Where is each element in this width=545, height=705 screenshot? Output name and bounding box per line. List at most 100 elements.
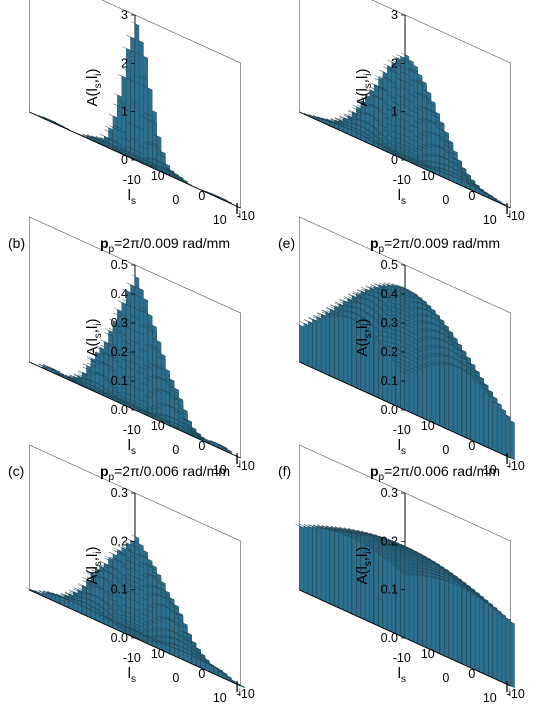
bar-side	[312, 319, 317, 370]
bar-top	[100, 139, 109, 143]
bar-top	[38, 115, 47, 120]
bar-top	[326, 119, 335, 124]
bar-top	[82, 133, 91, 138]
bar-top	[117, 74, 126, 79]
bar-top	[148, 157, 157, 161]
bar-top	[126, 78, 135, 83]
bar-top	[60, 125, 69, 130]
bar-top	[95, 140, 104, 145]
z-tick-label: 0	[391, 153, 398, 167]
bar-top	[201, 189, 210, 194]
ls-tick-label: 10	[213, 213, 227, 227]
bar-top	[108, 144, 118, 149]
bar-top	[174, 175, 184, 180]
bar-top	[157, 149, 166, 154]
bar-top	[157, 153, 166, 158]
front-edge-ls	[134, 159, 241, 209]
z-tick-label: 1	[391, 105, 398, 119]
bar-top	[330, 118, 339, 123]
bar-top	[38, 115, 47, 119]
ls-axis-label: ls	[128, 437, 136, 457]
li-axis-label: li	[235, 201, 241, 221]
z-tick-label: 0.0	[111, 403, 128, 417]
front-edge-ls	[134, 409, 241, 459]
z-tick-label: 0.4	[111, 287, 128, 301]
bar-top	[144, 159, 153, 164]
ls-axis-label: ls	[128, 187, 136, 207]
bar-top	[174, 174, 184, 179]
bar-top	[113, 147, 122, 152]
panel-label: (b)	[8, 235, 25, 251]
bar-top	[104, 129, 113, 134]
bar-top	[135, 157, 144, 162]
bar-top	[148, 163, 157, 168]
bar-top	[343, 113, 352, 118]
bar-top	[139, 158, 148, 163]
bar-top	[148, 164, 157, 169]
z-tick-label: 3	[391, 8, 398, 22]
bar-top	[223, 199, 232, 204]
bar-top	[104, 142, 113, 147]
bar-top	[86, 136, 96, 141]
bar-top	[312, 115, 322, 120]
bar-top	[144, 112, 153, 117]
bar-top	[91, 138, 100, 143]
bar-top	[86, 135, 96, 140]
bar-top	[157, 166, 166, 171]
bar-top	[330, 120, 339, 125]
bar-top	[113, 103, 122, 108]
bar-top	[100, 143, 109, 147]
ls-tick-label: 0	[172, 443, 179, 457]
bar-top	[330, 121, 339, 126]
z-tick-label: 0.2	[111, 345, 128, 359]
bar-top	[91, 136, 100, 141]
bar-top	[179, 178, 188, 183]
bar-top	[339, 124, 348, 129]
bar-top	[161, 170, 170, 175]
bar-top	[117, 129, 126, 134]
bar-top	[144, 163, 153, 168]
ls-tick-label: 0	[442, 193, 449, 207]
bar-top	[152, 158, 162, 163]
front-edge-li	[29, 111, 136, 161]
bar-top	[130, 50, 140, 55]
bar-top	[56, 123, 65, 127]
bar-top	[321, 117, 330, 122]
bar-top	[304, 113, 313, 118]
ls-tick-label: -10	[123, 173, 141, 187]
bar-top	[179, 177, 188, 182]
bar-side	[338, 315, 344, 382]
bar-top	[334, 121, 344, 126]
bar-top	[339, 122, 348, 127]
bar-top	[339, 117, 348, 122]
z-tick-label: 2	[121, 56, 128, 70]
bar-top	[144, 162, 153, 167]
bar-top	[95, 141, 104, 146]
bar-top	[100, 134, 109, 139]
bar-top	[108, 114, 118, 118]
bar-top	[308, 114, 317, 119]
bar-side	[330, 315, 335, 378]
bar-top	[148, 161, 157, 166]
bar-top	[321, 118, 330, 123]
bar-top	[317, 117, 326, 121]
z-tick-label: 0.5	[111, 258, 128, 272]
bar-top	[334, 119, 344, 124]
bar-top	[326, 119, 335, 124]
bar-top	[334, 117, 344, 122]
bar-top	[104, 140, 113, 145]
bar-side	[334, 314, 339, 380]
bar-top	[126, 151, 135, 156]
li-tick-label: 10	[151, 419, 165, 433]
bar-top	[135, 39, 144, 43]
bar-top	[51, 120, 60, 125]
bar-top	[144, 86, 153, 91]
bar-top	[223, 199, 232, 203]
bar-top	[100, 140, 109, 145]
bar-top	[113, 148, 122, 153]
bar-top	[152, 145, 162, 150]
bar-top	[122, 137, 131, 142]
bar-top	[130, 154, 140, 159]
panel-title: pp=2π/0.009 rad/mm	[100, 235, 230, 255]
bar-top	[108, 143, 118, 147]
